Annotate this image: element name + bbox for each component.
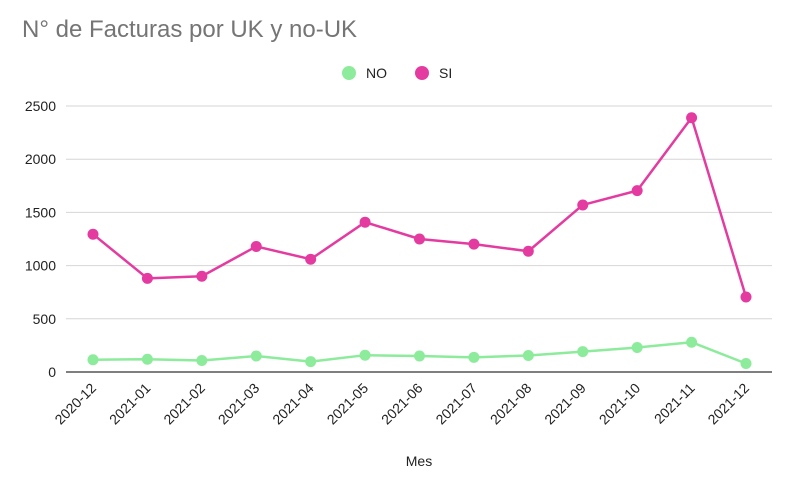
data-point [522, 245, 534, 257]
data-point [740, 291, 752, 303]
series-line-si [92, 116, 748, 298]
data-point [577, 199, 589, 211]
x-tick-label: 2021-04 [269, 380, 317, 428]
data-point [740, 357, 752, 369]
legend-swatch-no [342, 66, 356, 80]
x-tick-label: 2021-11 [651, 380, 698, 427]
data-point [359, 216, 371, 228]
y-tick-label: 1500 [25, 204, 56, 220]
legend-label-no: NO [366, 65, 387, 81]
series-layer [87, 112, 752, 369]
data-point [359, 349, 371, 361]
data-point [250, 240, 262, 252]
y-tick-label: 0 [48, 364, 56, 380]
data-point [87, 228, 99, 240]
data-point [577, 346, 589, 358]
data-point [686, 112, 698, 124]
x-axis-ticks: 2020-12 2021-01 2021-02 2021-03 2021-04 2021-… [51, 380, 752, 428]
y-tick-label: 2000 [25, 151, 56, 167]
data-point [468, 238, 480, 250]
data-point [305, 356, 317, 368]
chart-title: N° de Facturas por UK y no-UK [22, 16, 358, 43]
x-axis-title: Mes [406, 453, 432, 469]
x-tick-label: 2021-09 [541, 380, 589, 428]
x-tick-label: 2021-08 [487, 380, 535, 428]
x-tick-label: 2021-05 [324, 380, 372, 428]
data-point [196, 270, 208, 282]
data-point [686, 336, 698, 348]
y-tick-label: 1000 [25, 258, 56, 274]
data-point [87, 354, 99, 366]
data-point [414, 233, 425, 245]
x-tick-label: 2021-12 [704, 380, 752, 428]
data-point [631, 342, 643, 354]
data-point [522, 350, 534, 362]
data-point [196, 355, 208, 367]
y-tick-label: 500 [33, 311, 57, 327]
data-point [414, 350, 425, 362]
series-si [87, 112, 752, 303]
y-tick-label: 2500 [25, 98, 56, 114]
x-tick-label: 2021-06 [378, 380, 426, 428]
legend-swatch-si [415, 66, 429, 80]
legend: NO SI [342, 65, 452, 81]
gridlines [66, 105, 772, 373]
x-tick-label: 2021-10 [596, 380, 644, 428]
legend-label-si: SI [439, 65, 452, 81]
y-axis-ticks: 0 500 1000 1500 2000 2500 [25, 98, 56, 380]
data-point [305, 253, 317, 265]
data-point [631, 185, 643, 197]
data-point [250, 350, 262, 362]
x-tick-label: 2021-07 [432, 380, 480, 428]
data-point [468, 351, 480, 363]
x-tick-label: 2020-12 [51, 380, 99, 428]
series-no [87, 336, 752, 369]
x-tick-label: 2021-01 [106, 380, 154, 428]
data-point [141, 272, 153, 284]
x-tick-label: 2021-03 [215, 380, 263, 428]
data-point [141, 353, 153, 365]
x-tick-label: 2021-02 [160, 380, 208, 428]
